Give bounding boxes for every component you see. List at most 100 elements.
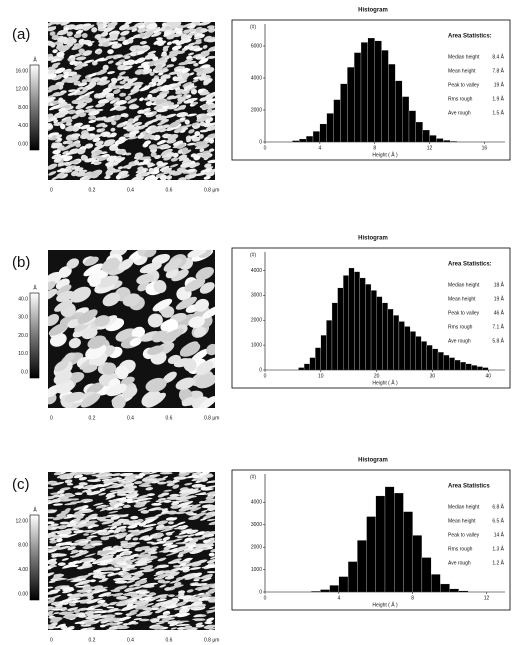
afm-grain [58, 511, 70, 516]
afm-grain [207, 480, 215, 483]
afm-grain [176, 620, 190, 623]
afm-grain [114, 157, 126, 163]
histogram-bar [309, 357, 316, 371]
afm-grain [132, 600, 144, 604]
histogram-bar [415, 336, 422, 371]
afm-grain [73, 65, 84, 70]
chart-title: Histogram [358, 8, 388, 14]
afm-grain [86, 530, 97, 533]
afm-grain [58, 99, 66, 104]
afm-grain [107, 617, 119, 622]
afm-grain [117, 556, 130, 560]
colorbar-tick-label: 4.00 [18, 123, 28, 129]
afm-grain [166, 41, 173, 46]
afm-grain [81, 96, 90, 101]
afm-grain [152, 28, 162, 34]
afm-grain [137, 507, 148, 511]
afm-grain [118, 258, 134, 271]
afm-grain [116, 621, 124, 624]
afm-grain [178, 61, 191, 66]
afm-grain [64, 391, 85, 403]
afm-grain [164, 527, 171, 530]
afm-grain [179, 39, 186, 45]
afm-grain [50, 492, 60, 495]
panel-label: (c) [12, 476, 30, 493]
afm-grain [197, 543, 210, 548]
afm-grain [104, 622, 113, 626]
afm-grain [71, 498, 80, 501]
afm-grain [194, 47, 203, 52]
afm-grain [125, 152, 132, 156]
afm-grain [188, 134, 199, 140]
afm-grain [78, 112, 87, 118]
afm-grain [119, 472, 131, 477]
afm-grain [163, 499, 172, 503]
afm-grain [71, 553, 84, 558]
afm-grain [95, 103, 106, 108]
afm-grain [138, 522, 147, 527]
afm-grain [200, 574, 214, 579]
afm-grain [79, 520, 90, 524]
afm-grain [123, 86, 131, 90]
afm-grain [84, 157, 96, 163]
afm-grain [126, 565, 136, 568]
afm-grain [181, 90, 190, 95]
stat-value: 1.2 Å [492, 559, 504, 566]
afm-grain [60, 22, 71, 26]
afm-grain [135, 169, 145, 174]
afm-grain [128, 130, 140, 135]
afm-grain [177, 502, 191, 508]
afm-grain [59, 487, 71, 491]
afm-grain [184, 119, 190, 125]
image-x-tick-label: 0 [50, 187, 53, 193]
stat-label: Ave rough [448, 338, 471, 344]
afm-grain [57, 36, 68, 43]
afm-grain [49, 537, 56, 541]
afm-grain [161, 148, 173, 155]
afm-grain [78, 557, 91, 562]
afm-grain [195, 374, 215, 389]
afm-grain [115, 561, 127, 565]
histogram-bar [298, 367, 305, 371]
afm-grain [78, 476, 88, 481]
afm-grain [135, 580, 148, 585]
chart-title: Histogram [358, 458, 388, 464]
afm-grain [208, 531, 215, 535]
afm-grain [194, 586, 203, 590]
afm-grain [77, 99, 86, 105]
afm-grain [160, 492, 170, 496]
afm-grain [197, 54, 203, 59]
afm-grain [109, 105, 121, 111]
afm-grain [167, 510, 178, 515]
afm-grain [82, 586, 94, 590]
afm-grain [177, 96, 186, 103]
afm-grain [52, 576, 60, 580]
afm-grain [150, 26, 161, 32]
histogram-bar [381, 50, 389, 143]
afm-grain [49, 333, 67, 347]
histogram-bar [343, 275, 349, 371]
afm-grain [122, 82, 135, 88]
afm-grain [88, 81, 97, 88]
afm-grain [143, 30, 154, 37]
afm-grain [136, 494, 150, 500]
afm-grain [53, 157, 62, 163]
afm-grain [159, 174, 168, 180]
stat-value: 1.9 Å [492, 95, 504, 102]
afm-grain [168, 71, 179, 75]
afm-grain [201, 114, 209, 120]
stat-value: 5.8 Å [492, 337, 504, 344]
afm-grain [126, 577, 140, 581]
afm-grain [48, 546, 54, 549]
afm-grain [99, 80, 111, 86]
afm-grain [98, 592, 112, 598]
afm-grain [109, 33, 119, 40]
afm-grain [121, 376, 135, 386]
stat-value: 8.4 Å [492, 53, 504, 60]
afm-grain [53, 472, 62, 476]
afm-grain [122, 623, 130, 626]
afm-grain [168, 617, 175, 620]
x-axis-label: Height ( Å ) [372, 379, 398, 386]
afm-grain [137, 133, 145, 139]
histogram-bar [429, 135, 437, 143]
